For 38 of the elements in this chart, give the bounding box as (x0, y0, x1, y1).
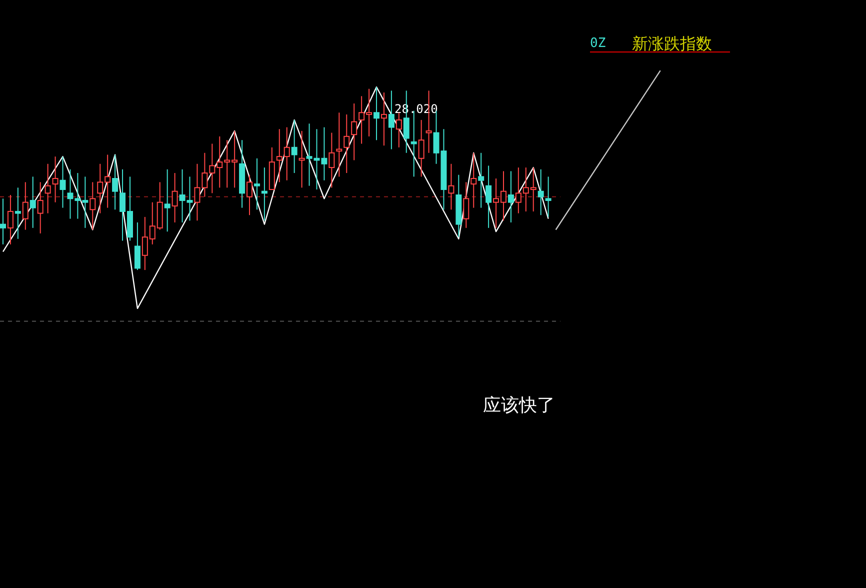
candlestick (37, 182, 44, 234)
chart-title: 新涨跌指数 (632, 35, 712, 53)
candlestick (60, 156, 66, 208)
candlestick (22, 182, 28, 230)
candlestick (388, 90, 394, 150)
candlestick (418, 119, 424, 178)
candlestick (328, 132, 335, 188)
candlestick (298, 130, 305, 188)
candlestick (486, 165, 492, 228)
candlestick (344, 114, 350, 174)
candlestick (351, 102, 358, 161)
candlestick (164, 168, 170, 232)
candlestick (261, 167, 268, 222)
candlestick (90, 182, 96, 230)
chart-subtitle: 0Z (590, 36, 606, 51)
candlestick (30, 176, 36, 228)
candlestick (172, 172, 178, 223)
candlestick (463, 182, 470, 228)
candlestick (7, 194, 14, 245)
candlestick (448, 163, 454, 210)
candlestick (380, 92, 387, 146)
candlestick (508, 170, 514, 223)
candlestick (545, 176, 552, 218)
candlestick (254, 158, 260, 210)
candlestick (246, 174, 253, 216)
candlestick (44, 163, 51, 214)
candlestick (291, 119, 298, 174)
candlestick (374, 86, 380, 141)
candlestick (112, 154, 118, 210)
candlestick (52, 156, 58, 203)
candlestick (478, 152, 484, 208)
candlestick (396, 112, 402, 148)
candlestick (538, 168, 544, 216)
candlestick (134, 222, 140, 270)
candlestick (14, 187, 21, 240)
candlestick (470, 152, 477, 208)
candlestick (336, 112, 342, 178)
candlestick (0, 198, 6, 245)
